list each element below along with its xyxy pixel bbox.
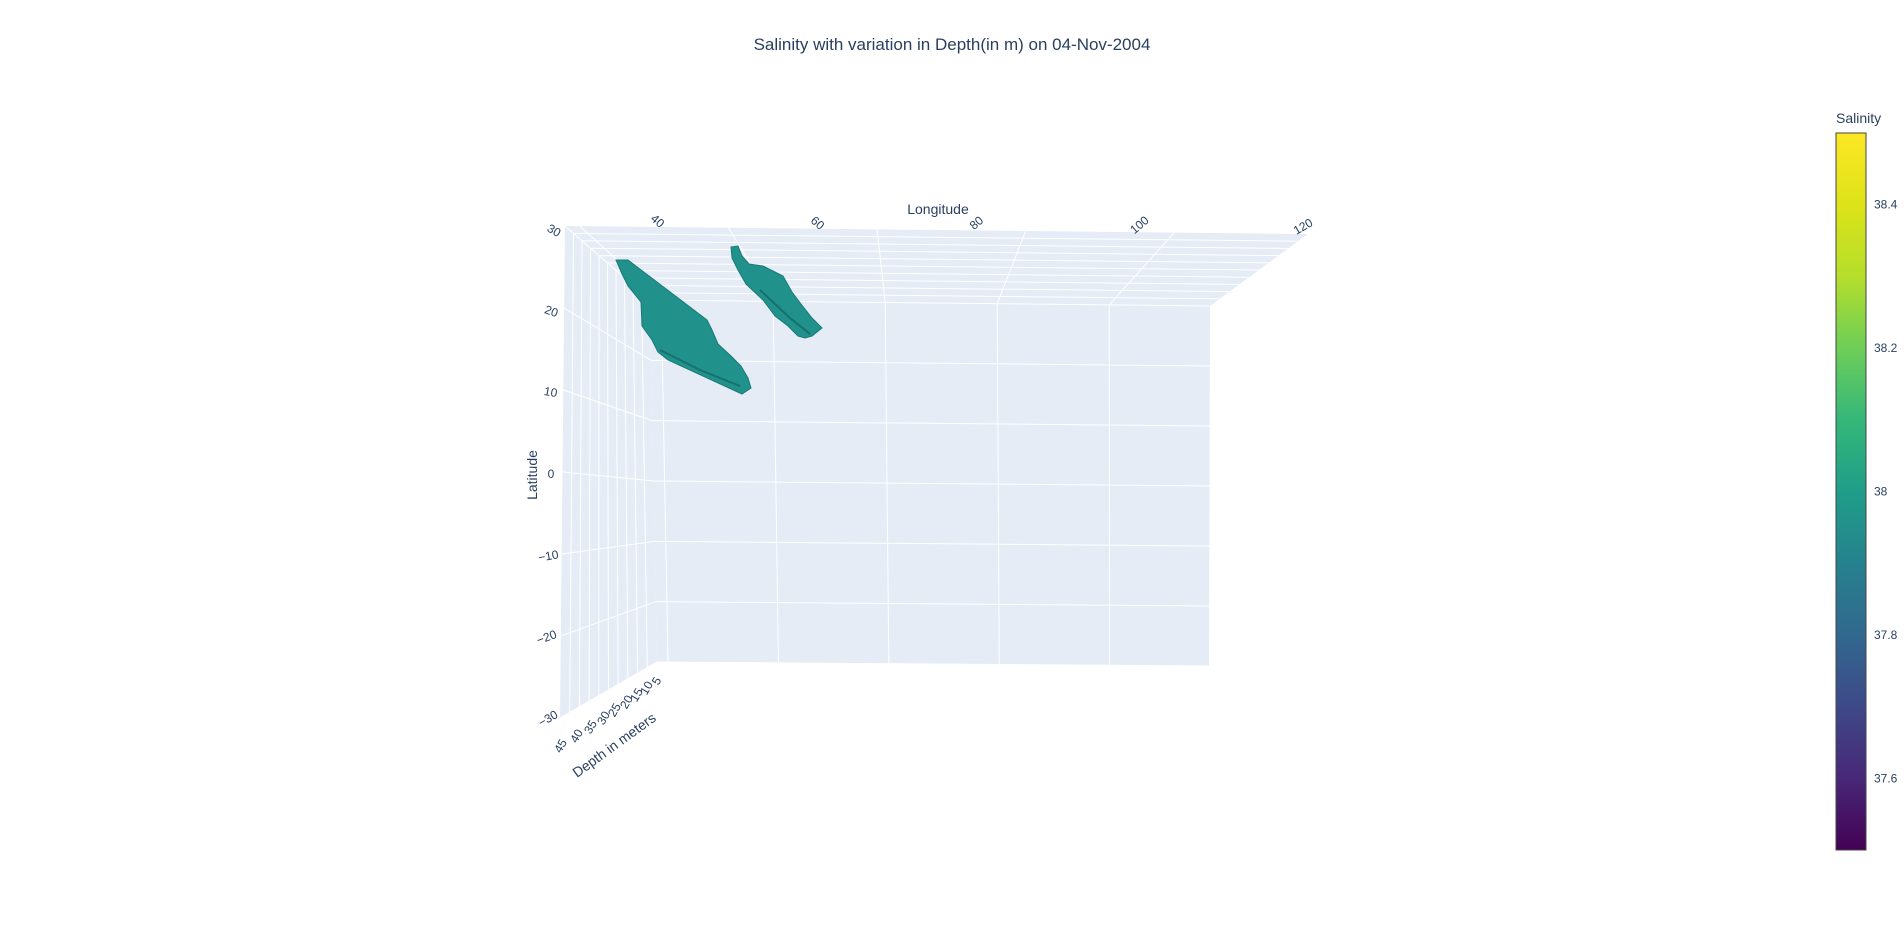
grid-line-latitude: [656, 661, 1210, 667]
z-tick-label: 30: [594, 708, 613, 727]
grid-lines: [559, 225, 1299, 719]
grid-line-depth: [569, 233, 574, 713]
grid-line-latitude: [652, 420, 1210, 427]
isosurface-shading-east: [759, 289, 811, 335]
scene[interactable]: [559, 225, 1308, 719]
x-tick-label: 80: [967, 213, 986, 233]
grid-line-latitude: [649, 299, 1211, 307]
grid-line-depth: [615, 269, 1250, 278]
grid-line-depth: [632, 285, 639, 674]
isosurface: [615, 245, 823, 395]
z-tick-label: 35: [581, 717, 600, 736]
grid-line-depth: [624, 277, 1240, 285]
colorbar-title: Salinity: [1836, 110, 1881, 126]
y-tick-label: 30: [545, 221, 564, 240]
grid-line-depth: [641, 292, 648, 668]
grid-line-latitude: [654, 540, 1210, 547]
grid-line-latitude: [653, 480, 1210, 487]
chart-title: Salinity with variation in Depth(in m) o…: [754, 35, 1151, 54]
grid-line-depth: [607, 262, 609, 691]
z-tick-label: 45: [551, 736, 570, 755]
y-tick-label: −30: [536, 707, 561, 729]
colorbar-ticks: 38.4 38.2 38 37.8 37.6: [1874, 198, 1898, 786]
z-tick-label: 25: [605, 700, 624, 719]
x-axis-title: Longitude: [907, 201, 969, 217]
z-tick-label: 15: [627, 685, 646, 704]
top-wall: [565, 226, 1308, 306]
isosurface-patch-west: [615, 259, 752, 395]
colorbar-tick-label: 37.8: [1874, 628, 1898, 642]
colorbar-tick-label: 38.2: [1874, 341, 1898, 355]
y-tick-label: −10: [537, 547, 560, 564]
grid-line-depth: [588, 248, 591, 702]
colorbar-tick-label: 38.4: [1874, 198, 1898, 212]
z-axis-title: Depth in meters: [569, 709, 658, 780]
grid-line-depth: [615, 270, 619, 685]
grid-line-depth: [598, 255, 1269, 264]
y-axis-title: Latitude: [524, 450, 540, 500]
y-axis-ticks: 30 20 10 0 −10 −20 −30: [535, 221, 564, 730]
grid-line-latitude: [655, 601, 1210, 607]
z-tick-label: 10: [637, 678, 656, 697]
grid-line-depth: [607, 262, 1260, 271]
grid-line-depth: [573, 232, 1299, 242]
y-tick-label: 10: [543, 384, 559, 400]
colorbar-tick-label: 38: [1874, 485, 1888, 499]
isosurface-shading-west: [659, 349, 741, 387]
grid-line-latitude: [651, 359, 1210, 367]
y-tick-label: 20: [543, 302, 561, 320]
y-tick-label: 0: [548, 467, 555, 481]
z-tick-label: 20: [617, 692, 636, 711]
z-tick-label: 40: [567, 726, 586, 745]
isosurface-patch-east: [730, 245, 823, 339]
grid-line-depth: [581, 240, 1289, 249]
colorbar: Salinity 38.4 38.2 38 37.8 37.6: [1835, 110, 1898, 851]
grid-line-depth: [632, 284, 1230, 293]
colorbar-tick-label: 37.6: [1874, 771, 1898, 785]
colorbar-gradient: [1835, 132, 1867, 851]
grid-line-depth: [590, 247, 1279, 257]
grid-line-depth: [578, 240, 583, 707]
grid-line-depth: [624, 277, 629, 679]
grid-line-depth: [641, 292, 1220, 300]
y-tick-label: −20: [535, 627, 559, 647]
